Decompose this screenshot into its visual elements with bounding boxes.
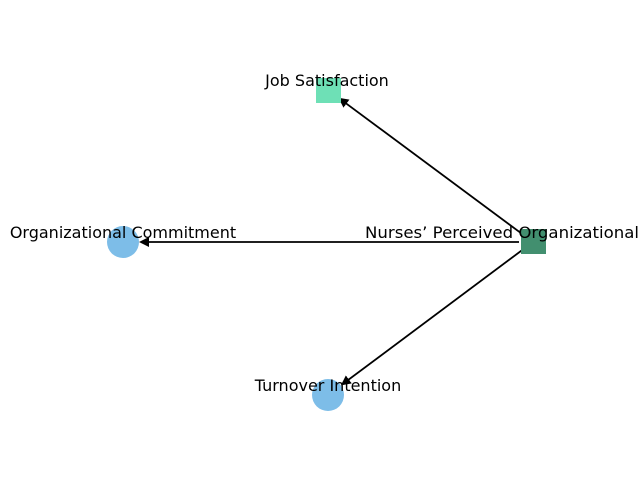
edge-source-to-job-satisfaction (338, 97, 523, 235)
nodes-layer (107, 78, 546, 411)
turnover-intention-label: Turnover Intention (254, 376, 401, 395)
nurses-perceived-organizational-label: Nurses’ Perceived Organizational (365, 223, 639, 242)
edge-source-to-turnover-intention (340, 249, 523, 386)
organizational-commitment-label: Organizational Commitment (10, 223, 236, 242)
labels-layer: Job Satisfaction Organizational Commitme… (10, 71, 639, 395)
turnover-intention-node[interactable] (312, 379, 344, 411)
nurses-perceived-organizational-node[interactable] (521, 229, 546, 254)
job-satisfaction-label: Job Satisfaction (264, 71, 389, 90)
edges-layer (139, 97, 523, 386)
organizational-commitment-node[interactable] (107, 226, 139, 258)
job-satisfaction-node[interactable] (316, 78, 341, 103)
